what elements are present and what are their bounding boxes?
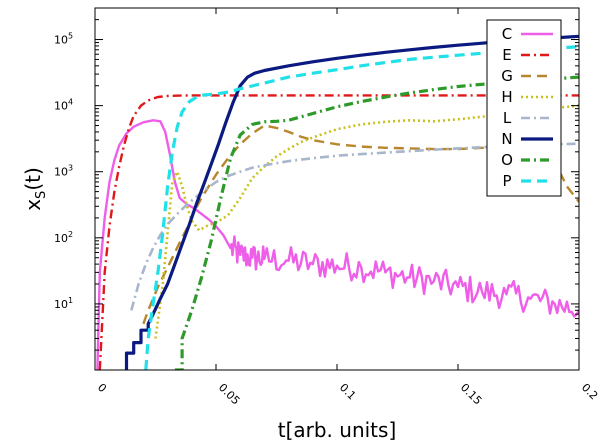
y-tick-label: 101 — [54, 296, 73, 311]
x-tick-label: 0.05 — [216, 381, 243, 408]
legend-label-P: P — [502, 172, 511, 190]
legend-label-N: N — [501, 130, 512, 148]
y-tick-label-exponent: 5 — [68, 32, 73, 41]
legend-label-H: H — [501, 88, 512, 106]
x-axis-title: t[arb. units] — [278, 418, 397, 442]
legend-label-L: L — [503, 109, 512, 127]
legend-label-E: E — [502, 46, 511, 64]
y-tick-label: 104 — [54, 98, 73, 113]
series-layer — [96, 34, 579, 370]
y-tick-label-exponent: 4 — [68, 98, 73, 107]
legend-label-G: G — [501, 67, 513, 85]
series-line-E — [98, 94, 579, 370]
x-tick-label: 0.1 — [337, 381, 359, 403]
x-tick-label: 0.15 — [458, 381, 485, 408]
y-tick-label: 102 — [54, 230, 73, 245]
series-line-L — [130, 142, 579, 311]
y-axis-title: xS(t) — [21, 167, 49, 211]
y-tick-label-exponent: 3 — [68, 164, 73, 173]
y-axis-title-subscript: S — [34, 191, 49, 199]
y-tick-label-base: 10 — [54, 298, 68, 311]
x-tick-label: 0 — [95, 381, 109, 395]
y-tick-label-base: 10 — [54, 166, 68, 179]
legend-label-O: O — [501, 151, 513, 169]
series-line-P — [144, 45, 579, 370]
y-tick-label-base: 10 — [54, 100, 68, 113]
series-line-H — [154, 104, 579, 339]
y-tick-label: 105 — [54, 32, 73, 47]
series-line-C — [96, 119, 579, 370]
x-tick-label: 0.2 — [579, 381, 601, 403]
y-axis-title-base: x — [21, 199, 45, 211]
y-tick-label-base: 10 — [54, 232, 68, 245]
y-tick-label-exponent: 2 — [68, 230, 73, 239]
series-line-O — [174, 75, 579, 370]
y-tick-label-base: 10 — [54, 34, 68, 47]
y-tick-label-exponent: 1 — [68, 296, 73, 305]
y-axis-title-tail: (t) — [21, 167, 45, 190]
legend-box — [486, 19, 562, 197]
legend-label-C: C — [502, 25, 512, 43]
y-tick-label: 103 — [54, 164, 73, 179]
